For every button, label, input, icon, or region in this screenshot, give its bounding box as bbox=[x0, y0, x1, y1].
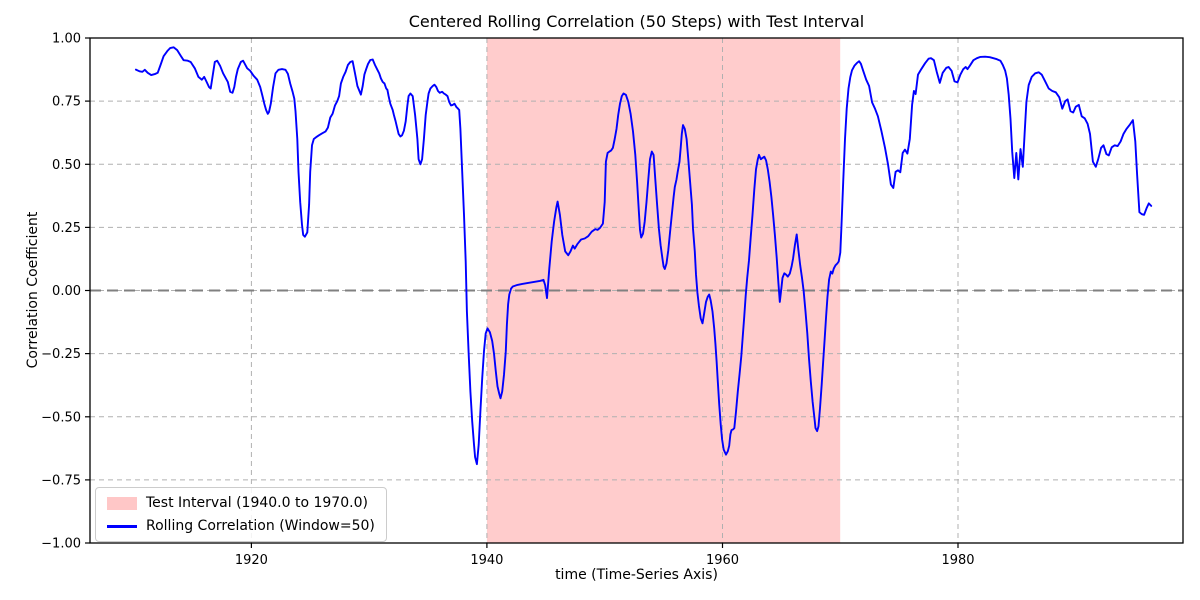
y-tick-label: 0.75 bbox=[52, 95, 81, 110]
y-tick-label: 0.50 bbox=[52, 158, 81, 173]
legend-label-rolling-correlation: Rolling Correlation (Window=50) bbox=[146, 518, 375, 534]
rolling-correlation-swatch bbox=[107, 524, 137, 528]
legend: Test Interval (1940.0 to 1970.0) Rolling… bbox=[95, 487, 387, 542]
x-tick-label: 1940 bbox=[470, 553, 503, 568]
x-axis-label: time (Time-Series Axis) bbox=[555, 567, 718, 583]
y-tick-label: 0.25 bbox=[52, 221, 81, 236]
y-tick-label: 1.00 bbox=[52, 32, 81, 47]
y-tick-label: 0.00 bbox=[52, 284, 81, 299]
x-tick-label: 1960 bbox=[706, 553, 739, 568]
rolling-correlation-line bbox=[134, 46, 1153, 466]
y-tick-label: −0.50 bbox=[41, 410, 81, 425]
y-tick-label: −0.25 bbox=[41, 347, 81, 362]
y-tick-label: −1.00 bbox=[41, 537, 81, 552]
legend-label-test-interval: Test Interval (1940.0 to 1970.0) bbox=[146, 495, 368, 511]
chart-title: Centered Rolling Correlation (50 Steps) … bbox=[408, 12, 865, 31]
legend-item-test-interval: Test Interval (1940.0 to 1970.0) bbox=[107, 495, 375, 511]
y-axis-label: Correlation Coefficient bbox=[25, 211, 41, 369]
y-tick-label: −0.75 bbox=[41, 473, 81, 488]
test-interval-swatch bbox=[107, 496, 137, 510]
x-tick-label: 1920 bbox=[235, 553, 268, 568]
legend-item-rolling-correlation: Rolling Correlation (Window=50) bbox=[107, 518, 375, 534]
x-tick-label: 1980 bbox=[941, 553, 974, 568]
